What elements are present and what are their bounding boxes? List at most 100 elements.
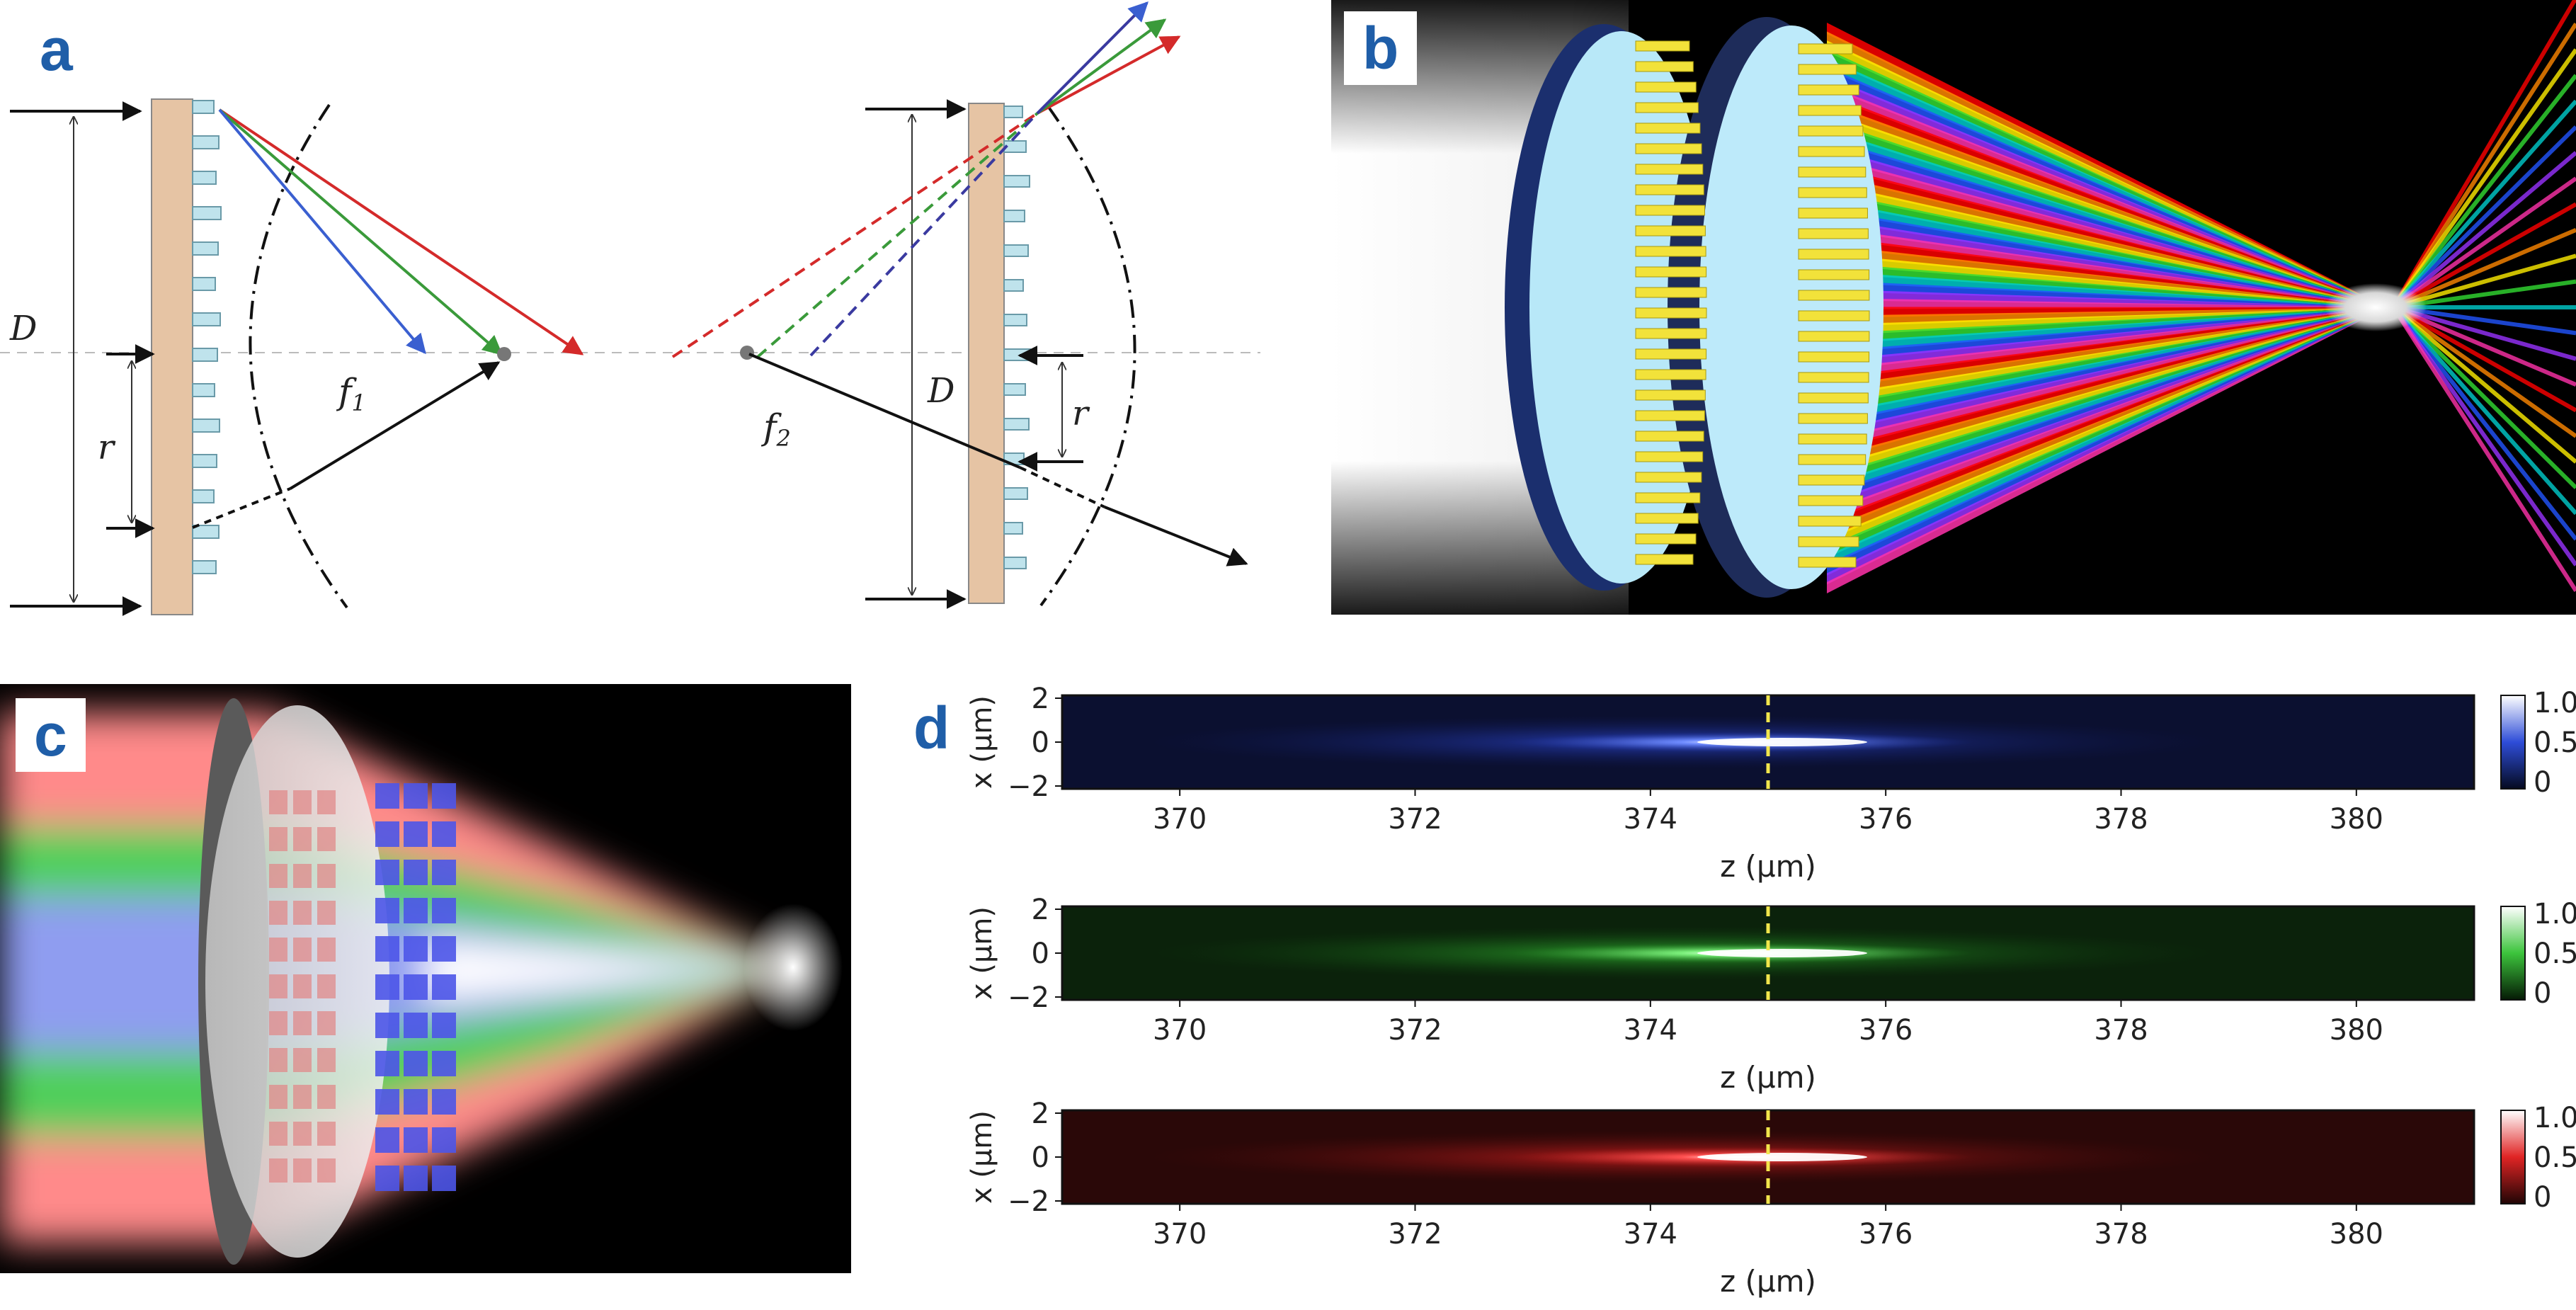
red-ray [218,108,584,355]
nanopillar [1635,225,1706,237]
nanopillar [432,898,456,923]
nanopillar [375,783,399,809]
spectral-ray [2392,228,2576,309]
spectral-ray [2391,306,2576,541]
spectral-ray [2392,176,2576,309]
nanopillar [192,525,220,539]
nanopillar [1635,184,1704,195]
y-tick-label: 2 [1032,1098,1049,1130]
spectral-ray [1827,235,2376,307]
nanopillar [293,901,312,925]
nanopillar [1635,389,1706,401]
label-f1: f1 [336,371,366,416]
spectral-ray [2391,74,2576,309]
nanopillar [317,1085,336,1109]
x-tick-label: 372 [1388,1218,1442,1251]
spectral-ray [1827,120,2376,304]
spectral-ray [1827,102,2376,304]
spectral-ray [1827,84,2376,303]
focal-spot-core [1697,949,1867,957]
y-tick-label: 2 [1032,894,1049,926]
nanopillar [1635,164,1704,175]
nanopillar [1003,418,1030,431]
colorbar-tick-label: 0 [2534,977,2551,1010]
nanopillar [192,383,215,397]
nanopillar [1003,106,1023,118]
nanopillar [1635,61,1694,72]
spectral-ray [1827,49,2376,302]
spectral-ray [2393,305,2576,361]
nanopillar [1798,392,1869,404]
spectral-ray [2391,306,2576,566]
spectral-ray [1827,312,2376,593]
nanopillar [269,1048,287,1072]
nanopillar [1635,554,1694,565]
nanopillar [375,821,399,847]
nanopillar [1635,246,1706,257]
y-tick-label: −2 [1008,1185,1049,1218]
nanopillar [375,936,399,962]
intensity-profile-plots: 370 372 374 376 378 380 z (μm) 2 0 −2 x (μm) 1.0 0.5… [966,683,2576,1299]
nanopillar [1635,307,1707,319]
nanopillar [404,898,428,923]
x-tick-label: 374 [1624,803,1677,836]
spectral-ray [2391,22,2576,309]
nanopillar [293,1048,312,1072]
wavefront-arc [1039,105,1136,607]
nanopillar [1798,495,1864,506]
focal-spot [2325,283,2427,331]
spectral-ray [2391,48,2576,309]
colorbar [2500,1110,2526,1204]
x-tick-label: 380 [2330,1218,2383,1251]
nanopillar [404,783,428,809]
nanopillar [1635,81,1697,93]
rgb-metalens-render [0,698,843,1265]
spectral-ray [1827,191,2376,305]
nanopillar [1798,166,1867,178]
nanopillar [1635,348,1707,360]
nanopillar [1798,536,1859,547]
nanopillar [269,1011,287,1035]
spectral-ray [1827,138,2376,304]
spectral-ray [1827,254,2376,307]
nanopillar [293,1158,312,1183]
nanopillar [192,135,220,149]
nanopillar [317,864,336,888]
nanopillar [1798,516,1862,527]
panel-b: b [1331,0,2576,615]
spectral-ray [1827,271,2376,307]
colorbar-tick-label: 0.5 [2534,727,2576,759]
nanopillar [432,1166,456,1191]
colorbar [2500,906,2526,1001]
nanopillar [192,348,218,362]
nanopillar [317,827,336,851]
nanopillar [375,1013,399,1038]
nanopillar [293,974,312,998]
x-tick-label: 376 [1859,1014,1913,1047]
substrate-right [968,103,1005,604]
x-tick-label: 380 [2330,1014,2383,1047]
panel-a: D r f1 D r f2 a [0,0,1267,637]
spectral-ray [2391,0,2576,309]
x-axis-label: z (μm) [1720,1264,1816,1299]
panel-label-c: c [16,698,86,772]
spectral-ray [2391,306,2576,516]
nanopillar [1635,123,1701,134]
spectral-ray [1827,111,2376,304]
nanopillar [404,1089,428,1115]
spectral-ray [1827,289,2376,307]
nanopillar [317,1048,336,1072]
nanopillar [1635,451,1704,462]
nanopillar [293,938,312,962]
nanopillar [1003,175,1030,188]
spectral-ray [2392,305,2576,387]
panel-c: c [0,684,851,1273]
nanopillar [1798,228,1869,239]
nanopillar [293,1122,312,1146]
y-axis-label: x (μm) [966,1110,998,1204]
focal-spot-core [1697,1153,1867,1161]
green-virtual-ray [756,112,1039,358]
panel-d: 370 372 374 376 378 380 z (μm) 2 0 −2 x (μm) 1.0 0.5… [885,680,2576,1307]
nanopillar [1003,487,1028,500]
spectral-ray [1827,31,2376,302]
